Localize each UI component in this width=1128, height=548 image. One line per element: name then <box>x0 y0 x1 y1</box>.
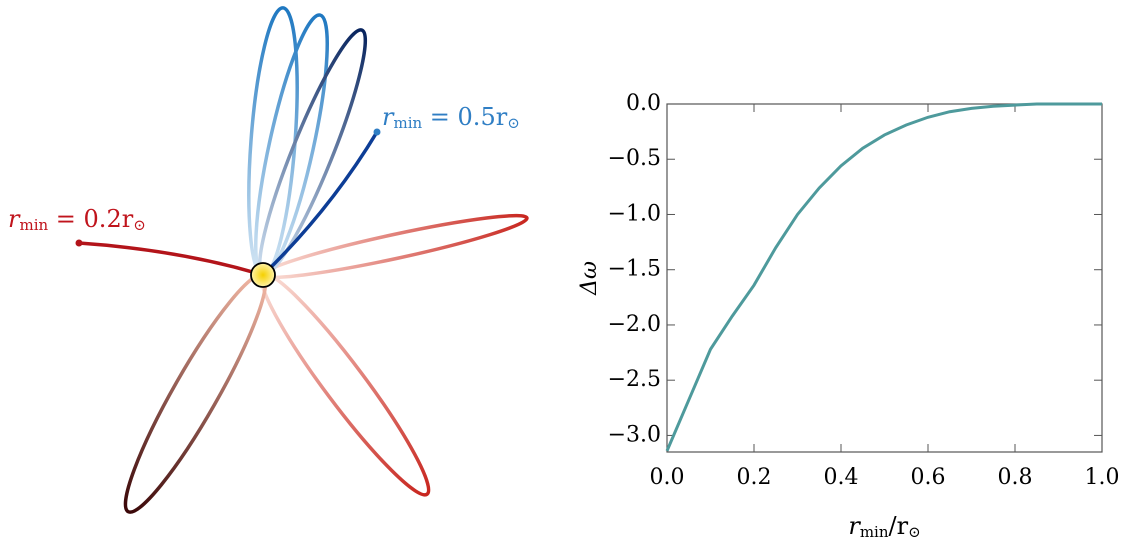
orbit-end <box>373 128 381 136</box>
annotation: rmin = 0.5r⊙ <box>382 103 520 133</box>
annotation-part: r <box>8 205 21 233</box>
x-axis-label-part: /r <box>889 512 909 540</box>
plot: 0.0 −0.5 −1.0 −1.5 −2.0 −2.5 −3.0 0.0 0.2 0.4 0.6 0… <box>577 91 1120 490</box>
y-tick-label: −0.5 <box>608 146 661 171</box>
orbit-petal <box>254 13 329 277</box>
orbit-end <box>75 239 83 247</box>
x-tick-label: 0.6 <box>911 465 946 490</box>
annotation-part: min <box>393 114 422 132</box>
y-tick-label: 0.0 <box>626 91 661 116</box>
x-tick-label: 0.0 <box>650 465 685 490</box>
x-axis-label: rmin/r⊙ <box>848 512 920 542</box>
orbit-diagram <box>75 6 529 514</box>
sun <box>250 262 276 288</box>
x-axis-label-part: min <box>860 523 889 541</box>
annotation-part: ⊙ <box>133 216 146 234</box>
orbit-petal <box>259 272 431 497</box>
annotation-part: = 0.2r <box>48 205 134 233</box>
x-tick-label: 0.4 <box>824 465 859 490</box>
annotation-part: ⊙ <box>507 114 520 132</box>
orbit-petal <box>123 273 268 514</box>
x-tick-label: 1.0 <box>1085 465 1120 490</box>
annotation-part: = 0.5r <box>422 103 508 131</box>
x-axis-label-part: ⊙ <box>908 523 921 541</box>
plot-frame <box>666 103 1103 453</box>
x-tick-label: 0.2 <box>737 465 772 490</box>
annotation: rmin = 0.2r⊙ <box>8 205 146 235</box>
orbit-tail <box>78 241 264 277</box>
y-tick-label: −2.0 <box>608 312 661 337</box>
y-axis-label: Δω <box>577 261 602 296</box>
data-line <box>665 102 1102 452</box>
x-axis-label-part: r <box>848 512 861 540</box>
y-tick-label: −1.0 <box>608 201 661 226</box>
annotation-part: r <box>382 103 395 131</box>
y-tick-label: −1.5 <box>608 257 661 282</box>
y-tick-label: −2.5 <box>608 367 661 392</box>
y-tick-label: −3.0 <box>608 422 661 447</box>
x-tick-label: 0.8 <box>998 465 1033 490</box>
annotation-part: min <box>19 216 48 234</box>
orbit-petal <box>261 213 529 280</box>
orbit-tail <box>261 131 379 277</box>
